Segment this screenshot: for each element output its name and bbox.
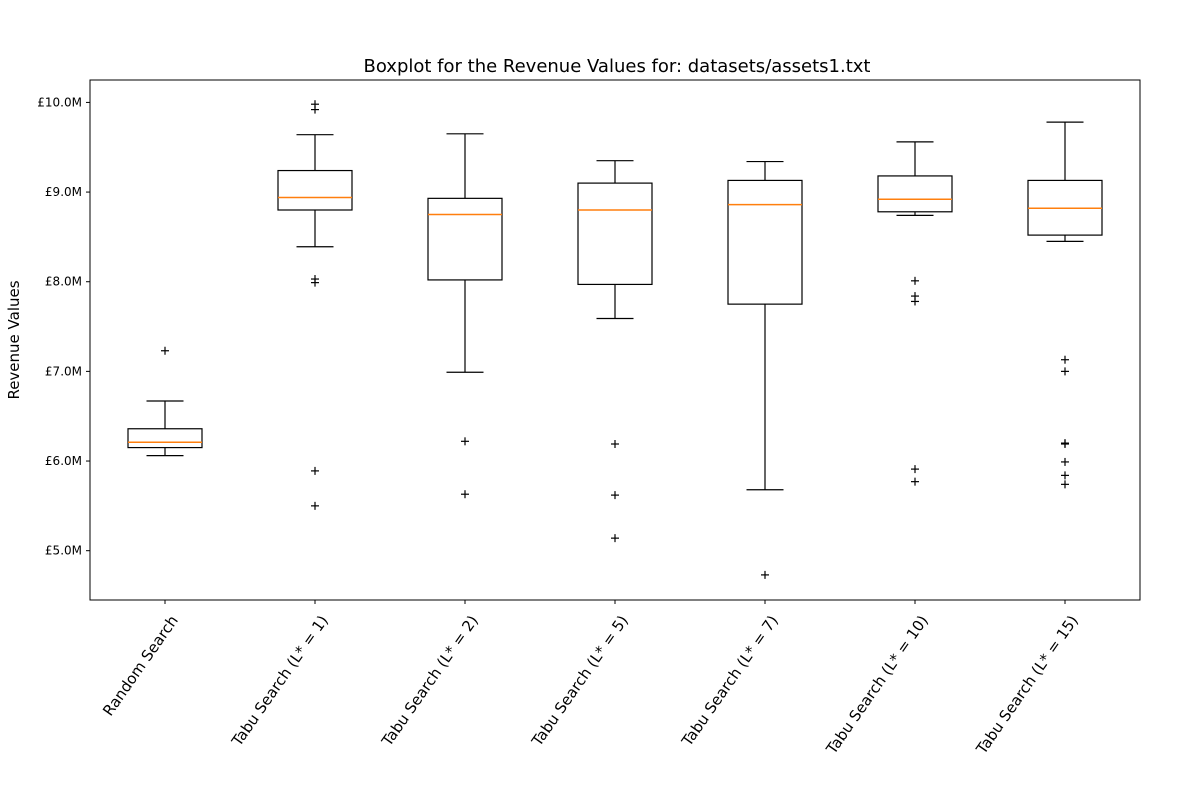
flier-point [1061,355,1069,364]
x-tick-label: Random Search [99,612,182,719]
y-tick-label: £8.0M [45,275,82,289]
box-group [127,346,203,457]
x-tick-label: Tabu Search (L* = 10) [822,612,932,758]
x-tick-label: Tabu Search (L* = 5) [528,612,632,750]
x-tick-label: Tabu Search (L* = 7) [678,612,782,750]
box-iqr [727,179,803,305]
box-group [277,100,353,510]
y-tick-label: £7.0M [45,364,82,378]
y-tick-label: £10.0M [37,95,82,109]
box-group [577,160,653,543]
y-tick-label: £5.0M [45,544,82,558]
chart-title: Boxplot for the Revenue Values for: data… [363,56,870,77]
flier-point [461,490,469,499]
flier-point [761,570,769,579]
flier-point [1061,367,1069,376]
y-tick-label: £9.0M [45,185,82,199]
flier-point [311,466,319,475]
flier-point [461,437,469,446]
flier-point [311,100,319,109]
box-iqr [577,182,653,286]
box-iqr [877,175,953,213]
box-group [727,160,803,579]
x-tick-label: Tabu Search (L* = 2) [378,612,482,750]
flier-point [911,477,919,486]
flier-point [311,278,319,287]
flier-point [611,491,619,500]
flier-point [1061,471,1069,480]
flier-point [611,440,619,448]
flier-point [911,276,919,285]
flier-point [611,534,619,543]
flier-point [1061,457,1069,466]
box-iqr [277,169,353,211]
box-group [1027,121,1103,489]
flier-point [1061,440,1069,448]
plot-area [127,100,1103,579]
x-tick-label: Tabu Search (L* = 1) [228,612,332,750]
flier-point [161,346,169,355]
flier-point [311,501,319,510]
flier-point [911,465,919,474]
box-iqr [427,197,503,281]
box-group [427,133,503,499]
y-tick-label: £6.0M [45,454,82,468]
x-tick-label: Tabu Search (L* = 15) [972,612,1082,758]
flier-point [911,297,919,306]
flier-point [1061,480,1069,489]
box-group [877,141,953,486]
y-axis-label: Revenue Values [5,280,23,399]
box-iqr [127,428,203,449]
plot-frame [89,79,1141,601]
